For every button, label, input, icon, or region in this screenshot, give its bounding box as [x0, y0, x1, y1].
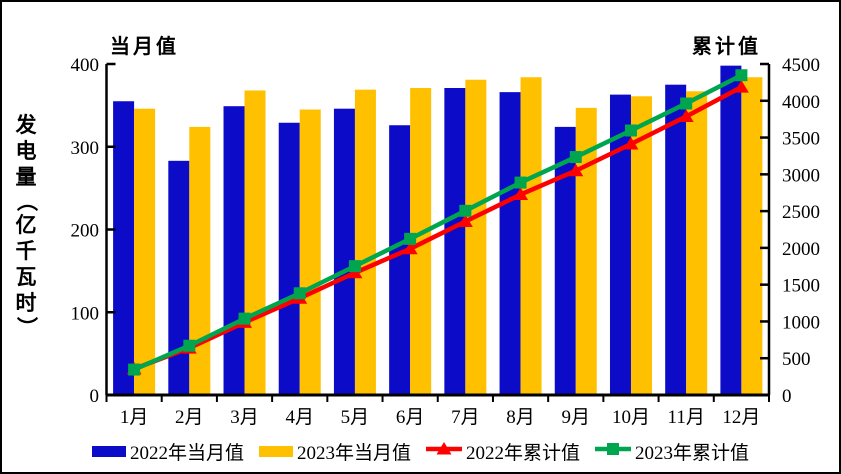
bar-2023年当月值-8月: [520, 77, 542, 396]
bar-2022年当月值-9月: [554, 126, 576, 395]
marker-2022年累计值-11月: [678, 109, 694, 122]
marker-2023年累计值-11月: [680, 97, 693, 110]
x-axis-month-label: 1月: [120, 407, 149, 428]
y-axis-label-char: 时: [15, 291, 37, 315]
marker-2023年累计值-1月: [128, 363, 141, 376]
bar-2023年当月值-4月: [299, 109, 321, 395]
bar-2022年当月值-2月: [168, 160, 190, 395]
x-axis-month-label: 12月: [722, 407, 760, 428]
marker-2022年累计值-9月: [568, 163, 584, 177]
bar-2022年当月值-4月: [278, 122, 300, 395]
left-axis-tick-label: 200: [71, 221, 100, 242]
left-axis-tick-label: 100: [71, 303, 100, 324]
left-axis-title: 当月值: [110, 36, 179, 58]
x-axis-month-label: 10月: [612, 407, 650, 428]
marker-2023年累计值-12月: [735, 69, 748, 82]
y-axis-label-char: 千: [15, 239, 37, 263]
legend-label: 2022年当月值: [129, 443, 244, 464]
bar-2022年当月值-5月: [333, 108, 355, 395]
y-axis-label: 发电量（亿千瓦时）: [11, 112, 41, 338]
y-axis-label-char: 瓦: [15, 265, 37, 289]
bar-2022年当月值-7月: [444, 87, 466, 395]
y-axis-label-char: 发: [15, 113, 37, 137]
bar-2022年当月值-1月: [113, 101, 135, 396]
bar-2023年当月值-10月: [630, 96, 652, 396]
y-axis-label-char: 亿: [15, 213, 37, 237]
x-axis-month-label: 4月: [285, 407, 314, 428]
right-axis-tick-label: 500: [782, 349, 811, 370]
x-axis-month-label: 5月: [341, 407, 370, 428]
y-axis-label-char: 电: [15, 139, 37, 163]
right-axis-tick-label: 2500: [782, 202, 820, 223]
right-axis-tick-label: 4500: [782, 55, 820, 76]
marker-2023年累计值-8月: [514, 176, 527, 189]
marker-2023年累计值-7月: [459, 204, 472, 217]
legend-item-2022-monthly: 2022年当月值: [91, 438, 244, 465]
marker-2022年累计值-6月: [402, 241, 418, 255]
legend-swatch-2022-cumulative: [426, 441, 462, 463]
left-axis-tick-label: 300: [71, 138, 100, 159]
marker-2023年累计值-5月: [348, 260, 361, 273]
marker-2023年累计值-2月: [183, 339, 196, 352]
bar-2022年当月值-8月: [499, 92, 521, 395]
legend-swatch-2022-monthly: [91, 446, 126, 457]
legend-swatch-2023-cumulative: [595, 441, 632, 463]
marker-2022年累计值-10月: [623, 137, 639, 150]
bar-2023年当月值-9月: [575, 107, 597, 396]
legend-item-2022-cumulative: 2022年累计值: [426, 438, 580, 465]
x-axis-month-label: 3月: [230, 407, 259, 428]
bar-2023年当月值-5月: [354, 89, 376, 395]
marker-2022年累计值-7月: [457, 214, 473, 227]
legend-swatch-2023-monthly: [258, 446, 293, 457]
right-axis-tick-label: 3500: [782, 129, 820, 150]
left-axis-tick-label: 400: [71, 55, 100, 76]
marker-2023年累计值-3月: [238, 312, 251, 325]
x-axis-month-label: 2月: [175, 407, 204, 428]
bar-2023年当月值-11月: [686, 91, 708, 396]
legend: 2022年当月值 2023年当月值 2022年累计值 2023年累计值: [2, 438, 839, 465]
legend-label: 2023年累计值: [635, 443, 750, 464]
bar-2022年当月值-11月: [665, 84, 687, 395]
bar-2023年当月值-7月: [465, 79, 487, 395]
y-axis-label-char: 量: [15, 165, 37, 189]
line-2023年累计值: [133, 73, 743, 372]
line-2022年累计值: [133, 85, 743, 371]
right-axis-tick-label: 4000: [782, 92, 820, 113]
bar-2023年当月值-12月: [741, 77, 763, 396]
legend-line-swatch-svg: [595, 442, 632, 455]
bar-2022年当月值-12月: [720, 65, 742, 395]
marker-2023年累计值-9月: [569, 151, 582, 164]
right-axis-tick-label: 3000: [782, 165, 820, 186]
bar-2022年当月值-3月: [223, 106, 245, 395]
bar-2023年当月值-1月: [134, 108, 156, 395]
right-axis-tick-label: 0: [782, 386, 792, 407]
legend-label: 2022年累计值: [466, 443, 581, 464]
legend-item-2023-cumulative: 2023年累计值: [595, 438, 749, 465]
legend-label: 2023年当月值: [296, 443, 411, 464]
right-axis-title: 累计值: [692, 36, 761, 58]
right-axis-tick-label: 2000: [782, 239, 820, 260]
x-axis-month-label: 6月: [396, 407, 425, 428]
left-axis-tick-label: 0: [90, 386, 100, 407]
x-axis-month-label: 11月: [668, 407, 705, 428]
right-axis-tick-label: 1500: [782, 276, 820, 297]
right-axis-tick-label: 1000: [782, 312, 820, 333]
legend-line-swatch-svg: [426, 441, 462, 454]
bar-2022年当月值-10月: [609, 94, 631, 396]
x-axis-month-label: 9月: [562, 407, 591, 428]
x-axis-month-label: 7月: [451, 407, 480, 428]
x-axis-month-label: 8月: [506, 407, 535, 428]
marker-2022年累计值-8月: [513, 187, 529, 201]
bar-2022年当月值-6月: [389, 125, 411, 396]
marker-2022年累计值-12月: [733, 80, 749, 93]
legend-item-2023-monthly: 2023年当月值: [258, 438, 411, 465]
bar-2023年当月值-2月: [189, 126, 211, 395]
bar-2023年当月值-3月: [244, 90, 266, 395]
marker-2023年累计值-6月: [404, 232, 417, 245]
marker-2023年累计值-4月: [293, 287, 306, 300]
marker-2023年累计值-10月: [624, 124, 637, 137]
